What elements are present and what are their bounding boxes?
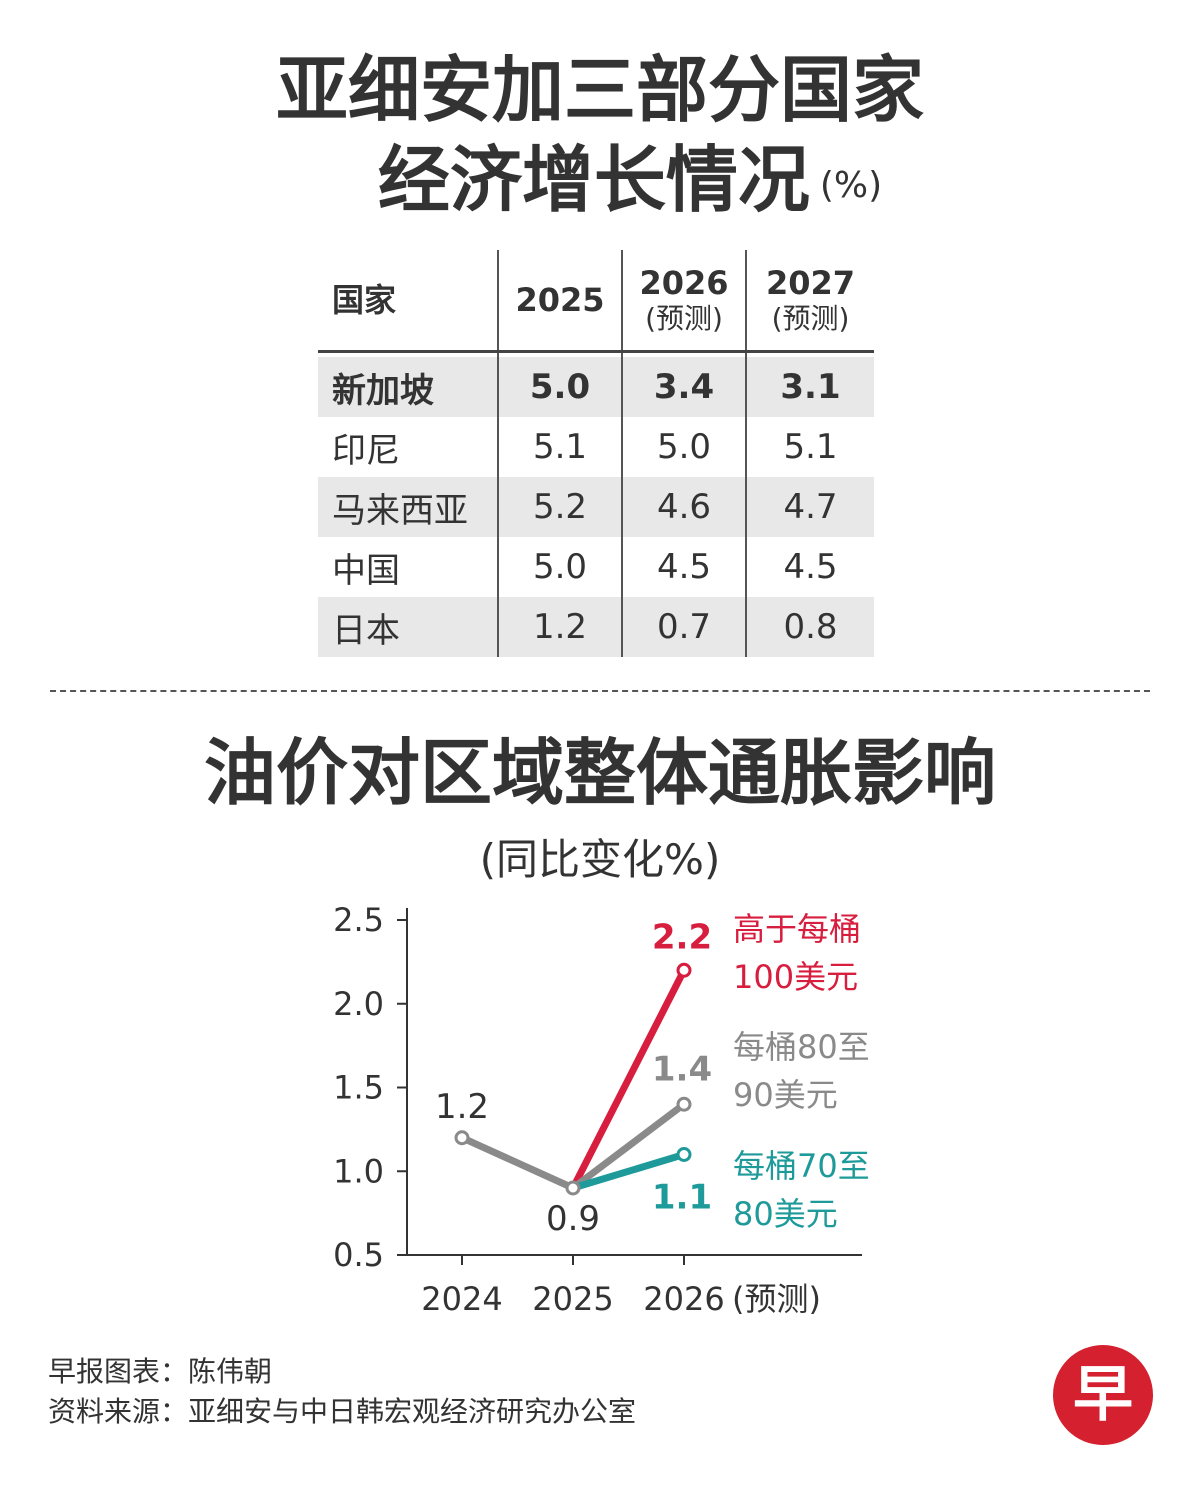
x-forecast-label: (预测) — [732, 1280, 821, 1318]
row-value-2026: 4.5 — [621, 537, 746, 597]
section-divider — [50, 690, 1150, 692]
row-value-2025: 5.0 — [497, 537, 622, 597]
row-value-2026: 0.7 — [621, 597, 746, 657]
point-marker — [676, 1147, 692, 1162]
point-label-2024: 1.2 — [435, 1087, 489, 1127]
row-value-2025: 1.2 — [497, 597, 622, 657]
credit-source: 资料来源：亚细安与中日韩宏观经济研究办公室 — [48, 1395, 637, 1428]
header-2025: 2025 — [497, 250, 622, 353]
y-tick-label: 2.5 — [333, 901, 384, 939]
table-row: 印尼 5.1 5.0 5.1 — [318, 417, 874, 477]
x-tick-label: 2025 — [532, 1280, 613, 1318]
series-name-label: 每桶80至 — [733, 1028, 870, 1066]
row-value-2027: 4.7 — [745, 477, 874, 537]
row-value-2027: 0.8 — [745, 597, 874, 657]
header-2026: 2026 (预测) — [621, 250, 746, 353]
table-header-row: 国家 2025 2026 (预测) 2027 (预测) — [318, 250, 874, 353]
row-country: 新加坡 — [318, 357, 498, 417]
y-tick-label: 1.5 — [333, 1069, 384, 1107]
x-tick-label: 2024 — [421, 1280, 502, 1318]
table-row: 新加坡 5.0 3.4 3.1 — [318, 357, 874, 417]
table-row: 中国 5.0 4.5 4.5 — [318, 537, 874, 597]
series-line — [569, 1100, 688, 1192]
row-value-2026: 4.6 — [621, 477, 746, 537]
header-2027-forecast: (预测) — [771, 302, 850, 335]
growth-table: 国家 2025 2026 (预测) 2027 (预测) 新加坡 5.0 3.4 3.… — [318, 250, 874, 657]
row-country: 印尼 — [332, 430, 400, 471]
row-country: 中国 — [332, 550, 400, 591]
chart-title: 油价对区域整体通胀影响 — [203, 731, 996, 815]
row-value-2027: 3.1 — [745, 357, 874, 417]
point-marker — [676, 962, 692, 978]
row-value-2025: 5.2 — [497, 477, 622, 537]
credits: 早报图表：陈伟朝 资料来源：亚细安与中日韩宏观经济研究办公室 — [48, 1352, 636, 1432]
table-row: 日本 1.2 0.7 0.8 — [318, 597, 874, 657]
row-value-2026: 3.4 — [621, 357, 746, 417]
row-country: 日本 — [318, 597, 498, 657]
series-end-label: 1.1 — [652, 1178, 712, 1218]
series-name-label: 100美元 — [733, 958, 858, 996]
y-tick-label: 1.0 — [333, 1152, 384, 1190]
table-title-unit: (%) — [819, 165, 883, 206]
table-title-line1: 亚细安加三部分国家 — [275, 48, 924, 132]
credit-author: 早报图表：陈伟朝 — [48, 1355, 273, 1388]
point-marker — [454, 1130, 470, 1146]
series-name-label: 每桶70至 — [733, 1147, 870, 1185]
row-value-2025: 5.0 — [497, 357, 622, 417]
row-value-2027: 5.1 — [745, 417, 874, 477]
zaobao-logo: 早 — [1053, 1345, 1153, 1445]
series-line — [569, 1151, 688, 1192]
x-tick-label: 2026 — [643, 1280, 724, 1318]
point-marker — [676, 1096, 692, 1112]
table-title-text: 经济增长情况 — [377, 138, 810, 222]
table-row: 马来西亚 5.2 4.6 4.7 — [318, 477, 874, 537]
row-value-2025: 5.1 — [497, 417, 622, 477]
y-tick-label: 0.5 — [333, 1236, 384, 1274]
point-label-2025: 0.9 — [546, 1199, 600, 1239]
header-2027: 2027 (预测) — [745, 250, 874, 353]
series-name-label: 高于每桶 — [733, 910, 861, 948]
series-name-label: 80美元 — [733, 1195, 838, 1233]
table-title-line2: 经济增长情况 (%) — [0, 138, 1200, 228]
chart-subtitle: (同比变化%) — [479, 835, 721, 884]
point-marker — [565, 1180, 581, 1196]
y-tick-label: 2.0 — [333, 985, 384, 1023]
header-2026-forecast: (预测) — [645, 302, 723, 335]
series-end-label: 1.4 — [652, 1049, 712, 1089]
series-line — [569, 966, 688, 1192]
baseline-line — [458, 1134, 577, 1192]
header-country: 国家 — [318, 250, 498, 353]
series-end-label: 2.2 — [652, 917, 712, 957]
row-country: 马来西亚 — [318, 477, 498, 537]
row-value-2027: 4.5 — [745, 537, 874, 597]
series-name-label: 90美元 — [733, 1076, 838, 1114]
row-value-2026: 5.0 — [621, 417, 746, 477]
